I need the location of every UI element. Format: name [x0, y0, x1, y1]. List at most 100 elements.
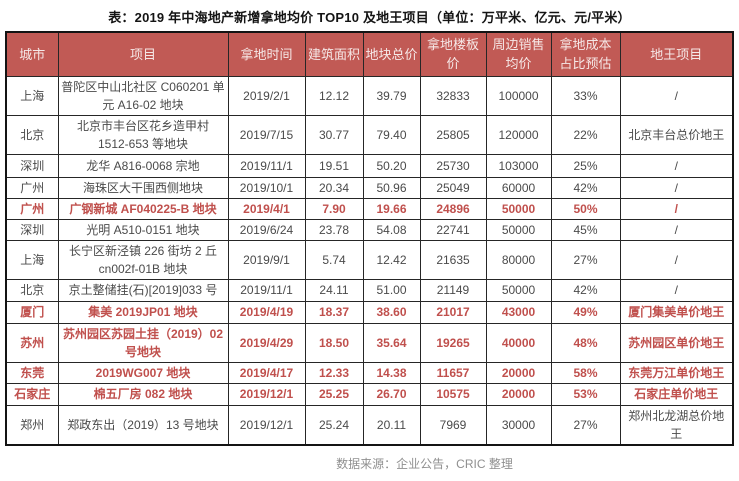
cell-date: 2019/4/1	[227, 197, 306, 220]
cell-city: 苏州	[5, 322, 59, 363]
data-table: 城市 项目 拿地时间 建筑面积 地块总价 拿地楼板价 周边销售均价 拿地成本占比预估 地王项目 …	[5, 31, 734, 446]
cell-project: 长宁区新泾镇 226 街坊 2 丘 cn002f-01B 地块	[57, 239, 229, 280]
cell-date: 2019/6/24	[227, 218, 306, 241]
cell-land-king: /	[619, 153, 734, 178]
cell-land-king: /	[619, 176, 734, 199]
cell-date: 2019/9/1	[227, 239, 306, 280]
header-cell-land-king: 地王项目	[619, 31, 734, 77]
cell-city: 上海	[5, 239, 59, 280]
table-row: 苏州 苏州园区苏园土挂（2019）02 号地块 2019/4/29 18.50 35.6…	[5, 322, 734, 363]
cell-area: 18.37	[304, 300, 364, 324]
cell-land-king: /	[619, 197, 734, 220]
cell-land-king: 厦门集美单价地王	[619, 300, 734, 324]
cell-city: 上海	[5, 75, 59, 116]
cell-land-king: 北京丰台总价地王	[619, 114, 734, 155]
cell-cost-ratio: 48%	[550, 322, 621, 363]
cell-cost-ratio: 58%	[550, 361, 621, 384]
cell-land-king: 石家庄单价地王	[619, 382, 734, 406]
cell-date: 2019/11/1	[227, 153, 306, 178]
table-row: 北京 京土整储挂(石)[2019]033 号 2019/11/1 24.11 51.00…	[5, 278, 734, 302]
cell-project: 海珠区大干围西侧地块	[57, 176, 229, 199]
cell-floor-price: 10575	[419, 382, 487, 406]
table-row: 深圳 光明 A510-0151 地块 2019/6/24 23.78 54.08 2274…	[5, 218, 734, 241]
cell-cost-ratio: 45%	[550, 218, 621, 241]
cell-cost-ratio: 49%	[550, 300, 621, 324]
cell-project: 京土整储挂(石)[2019]033 号	[57, 278, 229, 302]
cell-date: 2019/7/15	[227, 114, 306, 155]
cell-city: 郑州	[5, 404, 59, 445]
table-row: 厦门 集美 2019JP01 地块 2019/4/19 18.37 38.60 21017…	[5, 300, 734, 324]
cell-total-price: 12.42	[362, 239, 421, 280]
cell-project: 2019WG007 地块	[57, 361, 229, 384]
cell-cost-ratio: 53%	[550, 382, 621, 406]
cell-total-price: 54.08	[362, 218, 421, 241]
cell-city: 石家庄	[5, 382, 59, 406]
cell-land-king: 东莞万江单价地王	[619, 361, 734, 384]
cell-total-price: 51.00	[362, 278, 421, 302]
table-row: 广州 广钢新城 AF040225-B 地块 2019/4/1 7.90 19.66 248…	[5, 197, 734, 220]
cell-land-king: 郑州北龙湖总价地王	[619, 404, 734, 445]
cell-floor-price: 25805	[419, 114, 487, 155]
cell-nearby-price: 43000	[485, 300, 552, 324]
cell-date: 2019/10/1	[227, 176, 306, 199]
header-cell-city: 城市	[5, 31, 59, 77]
cell-date: 2019/4/29	[227, 322, 306, 363]
cell-floor-price: 32833	[419, 75, 487, 116]
table-row: 上海 普陀区中山北社区 C060201 单元 A16-02 地块 2019/2/1 1…	[5, 75, 734, 116]
cell-land-king: /	[619, 278, 734, 302]
cell-city: 北京	[5, 278, 59, 302]
cell-total-price: 14.38	[362, 361, 421, 384]
cell-total-price: 50.20	[362, 153, 421, 178]
cell-date: 2019/12/1	[227, 404, 306, 445]
cell-floor-price: 22741	[419, 218, 487, 241]
cell-area: 30.77	[304, 114, 364, 155]
cell-city: 广州	[5, 176, 59, 199]
header-row: 城市 项目 拿地时间 建筑面积 地块总价 拿地楼板价 周边销售均价 拿地成本占比预估 地王项目	[5, 31, 734, 77]
cell-floor-price: 19265	[419, 322, 487, 363]
table-title: 表：2019 年中海地产新增拿地均价 TOP10 及地王项目（单位：万平米、亿元…	[108, 10, 631, 25]
cell-nearby-price: 20000	[485, 382, 552, 406]
header-cell-project: 项目	[57, 31, 229, 77]
cell-project: 郑政东出（2019）13 号地块	[57, 404, 229, 445]
cell-cost-ratio: 42%	[550, 278, 621, 302]
cell-floor-price: 25049	[419, 176, 487, 199]
cell-nearby-price: 30000	[485, 404, 552, 445]
cell-cost-ratio: 50%	[550, 197, 621, 220]
cell-nearby-price: 50000	[485, 197, 552, 220]
cell-total-price: 79.40	[362, 114, 421, 155]
cell-date: 2019/11/1	[227, 278, 306, 302]
table-row: 郑州 郑政东出（2019）13 号地块 2019/12/1 25.24 20.11 796…	[5, 404, 734, 445]
header-cell-floor-price: 拿地楼板价	[419, 31, 487, 77]
cell-area: 12.12	[304, 75, 364, 116]
cell-nearby-price: 50000	[485, 218, 552, 241]
cell-project: 棉五厂房 082 地块	[57, 382, 229, 406]
header-cell-date: 拿地时间	[227, 31, 306, 77]
cell-area: 23.78	[304, 218, 364, 241]
cell-project: 集美 2019JP01 地块	[57, 300, 229, 324]
header-cell-total-price: 地块总价	[362, 31, 421, 77]
cell-date: 2019/4/19	[227, 300, 306, 324]
cell-land-king: /	[619, 239, 734, 280]
cell-date: 2019/2/1	[227, 75, 306, 116]
cell-area: 24.11	[304, 278, 364, 302]
cell-area: 25.25	[304, 382, 364, 406]
cell-area: 18.50	[304, 322, 364, 363]
cell-project: 普陀区中山北社区 C060201 单元 A16-02 地块	[57, 75, 229, 116]
cell-cost-ratio: 25%	[550, 153, 621, 178]
cell-city: 北京	[5, 114, 59, 155]
cell-total-price: 50.96	[362, 176, 421, 199]
cell-nearby-price: 120000	[485, 114, 552, 155]
cell-area: 5.74	[304, 239, 364, 280]
table-row: 北京 北京市丰台区花乡造甲村 1512-653 等地块 2019/7/15 30.77…	[5, 114, 734, 155]
cell-total-price: 35.64	[362, 322, 421, 363]
cell-total-price: 26.70	[362, 382, 421, 406]
cell-project: 北京市丰台区花乡造甲村 1512-653 等地块	[57, 114, 229, 155]
cell-cost-ratio: 27%	[550, 239, 621, 280]
cell-cost-ratio: 42%	[550, 176, 621, 199]
cell-project: 龙华 A816-0068 宗地	[57, 153, 229, 178]
cell-nearby-price: 20000	[485, 361, 552, 384]
cell-floor-price: 11657	[419, 361, 487, 384]
header-cell-cost-ratio: 拿地成本占比预估	[550, 31, 621, 77]
table-row: 东莞 2019WG007 地块 2019/4/17 12.33 14.38 11657 20…	[5, 361, 734, 384]
